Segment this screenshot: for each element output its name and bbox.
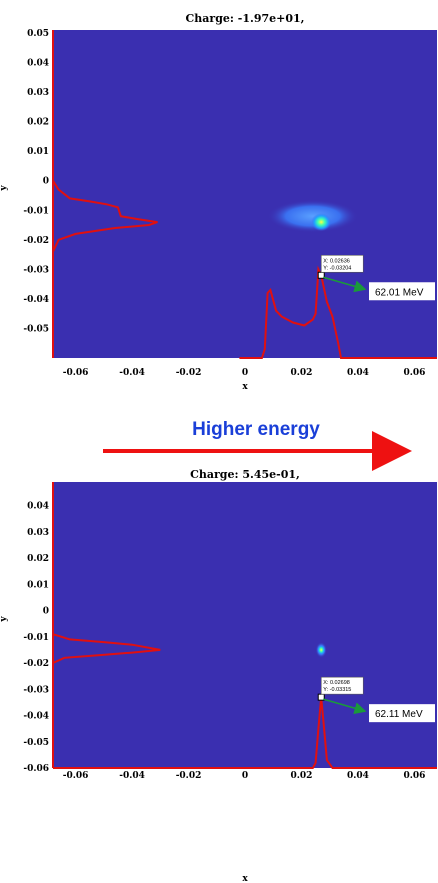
y-profile-line: [52, 633, 161, 664]
y-axis-title: y: [0, 616, 9, 623]
x-tick-label: 0: [242, 771, 248, 781]
y-tick-label: 0.04: [27, 502, 49, 512]
y-tick-label: 0.01: [27, 147, 49, 157]
datatip-x: X: 0.02636: [323, 258, 350, 264]
x-tick-label: 0.02: [291, 771, 313, 781]
y-profile-line: [52, 180, 158, 253]
datatip-box: [320, 676, 364, 695]
plot-background: [53, 482, 437, 768]
datatip-y: Y: -0.03315: [323, 687, 351, 693]
x-tick-label: 0.06: [403, 368, 425, 378]
x-tick-label: 0.04: [347, 771, 369, 781]
chart-top: Charge: -1.97e+01, -0.06 -0.04 -0.02 0 0.02 0.…: [0, 12, 437, 392]
plot-background: [53, 30, 437, 358]
chart-bottom: Charge: 5.45e-01, -0.06 -0.04 -0.02 0 0.02 0.0…: [0, 468, 437, 883]
x-tick-label: 0.06: [403, 771, 425, 781]
y-tick-label: -0.04: [23, 712, 49, 722]
y-tick-label: 0: [43, 177, 49, 187]
x-tick-label: 0: [242, 368, 248, 378]
chart-title: Charge: -1.97e+01,: [186, 12, 305, 25]
y-tick-label: 0.02: [27, 118, 49, 128]
x-tick-label: -0.06: [63, 771, 89, 781]
datatip-y: Y: -0.03204: [323, 265, 351, 271]
x-tick-label: -0.04: [119, 771, 145, 781]
y-tick-label: -0.02: [23, 659, 49, 669]
y-tick-label: -0.04: [23, 295, 49, 305]
beam-spot: [267, 199, 358, 233]
x-profile-line: [239, 265, 437, 359]
x-tick-label: -0.02: [176, 368, 202, 378]
y-tick-label: 0.02: [27, 554, 49, 564]
energy-label: 62.01 MeV: [375, 287, 424, 298]
y-tick-label: -0.02: [23, 236, 49, 246]
x-tick-label: -0.04: [119, 368, 145, 378]
datatip-box: [320, 254, 364, 273]
y-tick-label: -0.01: [23, 206, 49, 216]
x-tick-label: -0.02: [176, 771, 202, 781]
beam-hotspot: [311, 213, 332, 232]
energy-label-box: [369, 282, 435, 301]
y-tick-label: 0.03: [27, 528, 49, 538]
x-tick-label: -0.06: [63, 368, 89, 378]
y-tick-label: -0.03: [23, 265, 49, 275]
y-tick-label: -0.01: [23, 633, 49, 643]
y-tick-label: 0.04: [27, 59, 49, 69]
energy-label-box: [369, 704, 435, 723]
energy-label: 62.11 MeV: [375, 709, 423, 720]
y-tick-label: -0.06: [23, 764, 49, 774]
y-tick-label: 0.05: [27, 29, 49, 39]
banner-text: Higher energy: [192, 419, 320, 440]
y-tick-label: 0.03: [27, 88, 49, 98]
y-tick-label: -0.05: [23, 738, 49, 748]
y-tick-label: -0.05: [23, 324, 49, 334]
chart-title: Charge: 5.45e-01,: [190, 468, 300, 481]
x-axis-title: x: [242, 874, 248, 883]
energy-arrow: [323, 276, 367, 293]
y-axis-title: y: [0, 185, 9, 192]
y-tick-label: 0: [43, 607, 49, 617]
y-tick-label: 0.01: [27, 580, 49, 590]
x-tick-label: 0.04: [347, 368, 369, 378]
x-tick-label: 0.02: [291, 368, 313, 378]
beam-hotspot: [317, 644, 326, 655]
y-tick-label: -0.03: [23, 685, 49, 695]
energy-arrow: [323, 698, 367, 715]
datatip-x: X: 0.02698: [323, 680, 350, 686]
x-axis-title: x: [242, 382, 248, 392]
